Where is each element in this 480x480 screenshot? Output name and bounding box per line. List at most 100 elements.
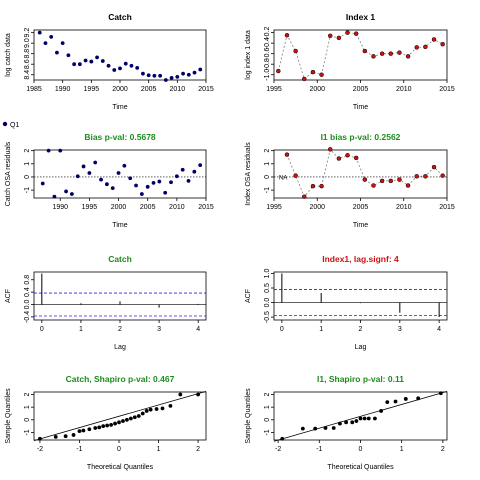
data-point	[276, 68, 281, 74]
x-tick-label: 4	[196, 326, 200, 333]
data-point	[89, 59, 94, 64]
data-point	[158, 73, 163, 78]
data-point	[284, 33, 290, 38]
x-axis-label: Theoretical Quantiles	[327, 464, 394, 471]
data-point	[122, 163, 127, 168]
x-axis-label: Lag	[114, 344, 126, 351]
data-point	[181, 71, 185, 76]
data-point	[366, 416, 371, 421]
x-tick-label: 2010	[396, 86, 412, 93]
x-tick-label: 2015	[198, 204, 214, 211]
legend: Q1	[2, 121, 19, 129]
data-point	[146, 73, 151, 78]
data-point	[87, 427, 92, 432]
data-point	[345, 30, 350, 35]
y-tick-label: -1	[264, 429, 271, 435]
x-axis-label: Time	[353, 222, 368, 229]
y-tick-label: 8.4	[24, 70, 31, 80]
data-point	[284, 152, 290, 157]
data-point	[192, 169, 197, 174]
data-point	[99, 177, 103, 182]
x-tick-label: 0	[40, 326, 44, 333]
data-point	[313, 426, 318, 431]
data-point	[319, 183, 324, 189]
data-point	[134, 183, 138, 188]
x-axis-label: Time	[112, 222, 127, 229]
plot-frame	[273, 271, 448, 321]
data-point	[175, 74, 180, 79]
data-point	[327, 147, 333, 152]
data-point	[169, 180, 173, 185]
data-point	[145, 184, 150, 189]
qq-reference-line	[33, 390, 207, 442]
x-tick-label: 2000	[111, 204, 127, 211]
data-point	[141, 71, 145, 76]
data-point	[128, 416, 133, 421]
panel-bias_catch: Bias p-val: 0.5678 Time Catch OSA residual…	[5, 132, 214, 229]
x-tick-label: 1	[79, 326, 83, 333]
panel-index1: Index 1 Time log index 1 data 1995 2000 2005 2…	[245, 12, 455, 111]
y-axis-label: Catch OSA residuals	[5, 141, 12, 206]
data-point	[180, 167, 185, 172]
data-point	[117, 420, 121, 425]
data-point	[405, 183, 411, 188]
data-point	[100, 59, 105, 63]
data-point	[118, 66, 122, 71]
data-point	[385, 400, 390, 405]
y-tick-label: -1	[264, 187, 271, 193]
data-point	[125, 417, 129, 422]
data-point	[373, 416, 377, 421]
data-point	[198, 163, 203, 168]
x-tick-label: 0	[280, 326, 284, 333]
panel-bias_index1: I1 bias p-val: 0.2562 Time Index OSA resid…	[245, 132, 455, 229]
data-point	[405, 54, 411, 59]
x-tick-label: 4	[437, 326, 441, 333]
data-point	[362, 177, 368, 182]
x-tick-label: 2015	[439, 204, 455, 211]
panel-acf_index1: Index1, lag.signf: 4 Lag ACF 0 1 2 3 4 -0.5 0.0 0.…	[245, 254, 448, 351]
x-tick-label: 2	[196, 446, 200, 453]
data-point	[362, 48, 368, 54]
data-point	[397, 177, 402, 182]
y-tick-label: 0	[264, 175, 271, 179]
data-point	[72, 62, 77, 67]
y-tick-label: 1.0	[264, 268, 271, 278]
data-point	[310, 183, 316, 189]
x-tick-label: -2	[275, 446, 281, 453]
data-point	[416, 396, 421, 401]
data-point	[140, 411, 145, 416]
data-point	[46, 148, 51, 153]
y-tick-label: 9.0	[24, 38, 31, 48]
data-point	[40, 181, 45, 186]
x-axis-label: Theoretical Quantiles	[87, 464, 154, 471]
data-point	[135, 65, 140, 70]
data-point	[38, 436, 42, 441]
data-point	[280, 436, 285, 441]
data-point	[163, 190, 168, 195]
series-line	[277, 32, 443, 80]
data-point	[397, 50, 402, 55]
data-point	[345, 153, 350, 158]
x-tick-label: 2015	[439, 86, 455, 93]
data-point	[327, 33, 333, 39]
x-tick-label: 1	[400, 446, 404, 453]
legend-marker	[2, 121, 8, 127]
panel-title: Index1, lag.signf: 4	[322, 254, 399, 264]
panel-title: Index 1	[346, 12, 376, 22]
x-tick-label: 2000	[309, 204, 325, 211]
data-point	[379, 409, 383, 413]
x-tick-label: -2	[37, 446, 43, 453]
x-tick-label: 2	[441, 446, 445, 453]
data-point	[186, 72, 191, 77]
x-tick-label: 1	[319, 326, 323, 333]
data-point	[37, 30, 42, 35]
y-tick-label: 0.0	[24, 300, 31, 310]
x-tick-label: 1995	[82, 204, 98, 211]
y-tick-label: -1	[24, 429, 31, 435]
data-point	[440, 173, 445, 178]
y-tick-label: -0.5	[264, 311, 271, 323]
x-tick-label: 1995	[266, 204, 282, 211]
data-point	[168, 403, 173, 408]
data-point	[116, 171, 121, 175]
